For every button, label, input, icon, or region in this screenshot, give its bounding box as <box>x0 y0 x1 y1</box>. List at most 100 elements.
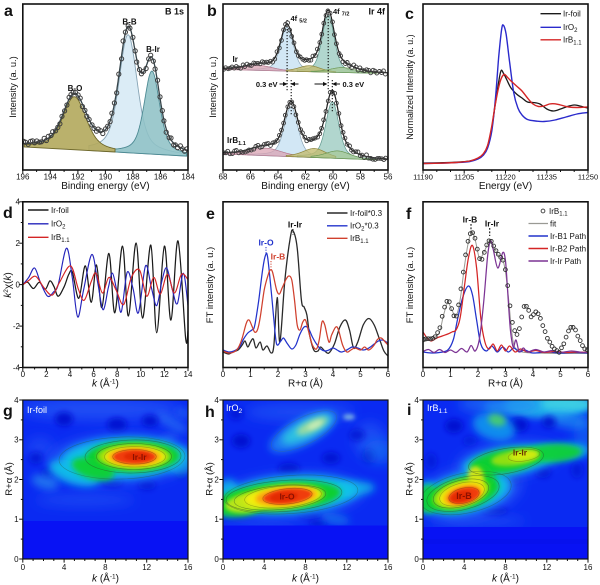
svg-text:64: 64 <box>274 173 283 182</box>
svg-text:14: 14 <box>184 370 193 379</box>
svg-text:a: a <box>4 3 13 20</box>
svg-text:h: h <box>205 404 215 421</box>
svg-text:i: i <box>407 402 411 419</box>
svg-text:3: 3 <box>503 370 508 379</box>
svg-text:12: 12 <box>542 563 551 572</box>
svg-text:Ir-Ir: Ir-Ir <box>485 219 500 229</box>
svg-text:k (Å-1): k (Å-1) <box>492 572 519 585</box>
svg-text:b: b <box>207 3 217 20</box>
svg-text:62: 62 <box>301 173 310 182</box>
svg-text:Ir-Ir: Ir-Ir <box>132 452 147 462</box>
svg-text:6: 6 <box>586 370 591 379</box>
svg-text:Ir-B2 Path: Ir-B2 Path <box>550 244 586 253</box>
svg-text:Ir 4f: Ir 4f <box>368 7 386 17</box>
svg-text:Binding energy (eV): Binding energy (eV) <box>61 181 149 192</box>
svg-text:1: 1 <box>248 370 253 379</box>
svg-text:1: 1 <box>448 370 453 379</box>
svg-text:Ir-foil*0.3: Ir-foil*0.3 <box>350 209 383 218</box>
svg-text:IrB1.1: IrB1.1 <box>350 234 369 245</box>
svg-text:-4: -4 <box>13 363 21 372</box>
svg-text:3: 3 <box>303 370 308 379</box>
svg-text:0: 0 <box>16 280 21 289</box>
svg-text:3: 3 <box>414 436 419 445</box>
svg-text:4: 4 <box>68 370 73 379</box>
svg-text:R+α (Å): R+α (Å) <box>288 377 323 390</box>
svg-text:Energy (eV): Energy (eV) <box>479 181 532 192</box>
svg-text:4: 4 <box>16 198 21 207</box>
svg-text:60: 60 <box>329 173 338 182</box>
svg-text:B-Ir: B-Ir <box>146 45 160 54</box>
svg-text:IrO2: IrO2 <box>51 220 66 231</box>
svg-text:10: 10 <box>136 370 145 379</box>
svg-text:1: 1 <box>14 515 19 524</box>
svg-text:B-B: B-B <box>122 18 136 27</box>
svg-text:0: 0 <box>221 370 226 379</box>
svg-text:56: 56 <box>384 173 393 182</box>
svg-text:R+α (Å): R+α (Å) <box>4 462 15 496</box>
svg-text:0: 0 <box>14 555 19 564</box>
svg-text:2: 2 <box>414 475 419 484</box>
svg-text:0: 0 <box>421 370 426 379</box>
svg-text:11190: 11190 <box>413 173 433 182</box>
svg-text:184: 184 <box>181 173 195 182</box>
svg-text:186: 186 <box>154 173 168 182</box>
svg-text:11220: 11220 <box>495 173 515 182</box>
svg-text:c: c <box>405 6 414 23</box>
svg-text:IrO2: IrO2 <box>563 23 578 34</box>
svg-text:16: 16 <box>384 563 393 572</box>
svg-text:8: 8 <box>103 563 108 572</box>
svg-text:FT intensity (a. u.): FT intensity (a. u.) <box>205 247 216 323</box>
svg-text:IrB1.1: IrB1.1 <box>51 233 70 244</box>
svg-text:12: 12 <box>142 563 151 572</box>
svg-text:Ir-foil: Ir-foil <box>563 10 581 19</box>
svg-text:192: 192 <box>71 173 85 182</box>
svg-text:4: 4 <box>462 563 467 572</box>
svg-text:B-O: B-O <box>68 84 83 93</box>
svg-text:196: 196 <box>16 173 30 182</box>
svg-text:11235: 11235 <box>537 173 557 182</box>
svg-text:5: 5 <box>358 370 363 379</box>
svg-text:6: 6 <box>91 370 96 379</box>
svg-text:0: 0 <box>214 555 219 564</box>
svg-text:4: 4 <box>531 370 536 379</box>
svg-text:68: 68 <box>219 173 228 182</box>
svg-text:0.3 eV: 0.3 eV <box>256 80 278 89</box>
svg-text:0: 0 <box>21 563 26 572</box>
svg-text:66: 66 <box>246 173 255 182</box>
svg-text:Ir-foil: Ir-foil <box>51 206 69 215</box>
svg-text:IrB1.1: IrB1.1 <box>549 207 568 218</box>
svg-text:8: 8 <box>503 563 508 572</box>
svg-text:1: 1 <box>214 515 219 524</box>
svg-text:Ir-B: Ir-B <box>456 491 472 501</box>
svg-text:Ir-O: Ir-O <box>258 238 274 248</box>
svg-text:194: 194 <box>44 173 58 182</box>
svg-text:8: 8 <box>303 563 308 572</box>
svg-text:Ir-O: Ir-O <box>279 492 295 502</box>
svg-text:Ir-foil: Ir-foil <box>27 405 47 415</box>
svg-text:Intensity (a. u.): Intensity (a. u.) <box>8 56 18 118</box>
svg-text:4: 4 <box>331 370 336 379</box>
svg-text:4: 4 <box>262 563 267 572</box>
svg-text:2: 2 <box>276 370 281 379</box>
svg-text:IrO2: IrO2 <box>226 403 243 415</box>
svg-text:Ir-Ir: Ir-Ir <box>288 220 303 230</box>
svg-text:4: 4 <box>14 396 19 405</box>
svg-text:Binding energy (eV): Binding energy (eV) <box>261 181 349 192</box>
svg-text:4f 5/2: 4f 5/2 <box>291 14 307 25</box>
svg-text:IrB1.1: IrB1.1 <box>227 136 246 147</box>
svg-text:0.3 eV: 0.3 eV <box>343 80 365 89</box>
svg-text:4f 7/2: 4f 7/2 <box>333 7 349 18</box>
svg-text:2: 2 <box>14 475 19 484</box>
svg-text:5: 5 <box>558 370 563 379</box>
svg-text:-2: -2 <box>13 322 21 331</box>
svg-text:f: f <box>406 206 412 223</box>
svg-text:6: 6 <box>386 370 391 379</box>
svg-text:Ir-B: Ir-B <box>271 252 286 262</box>
svg-text:Intensity (a. u.): Intensity (a. u.) <box>208 56 218 118</box>
svg-text:B 1s: B 1s <box>165 7 184 17</box>
svg-text:0: 0 <box>221 563 226 572</box>
svg-text:12: 12 <box>342 563 351 572</box>
svg-text:fit: fit <box>550 219 557 228</box>
svg-text:2: 2 <box>44 370 49 379</box>
svg-text:0: 0 <box>21 370 26 379</box>
